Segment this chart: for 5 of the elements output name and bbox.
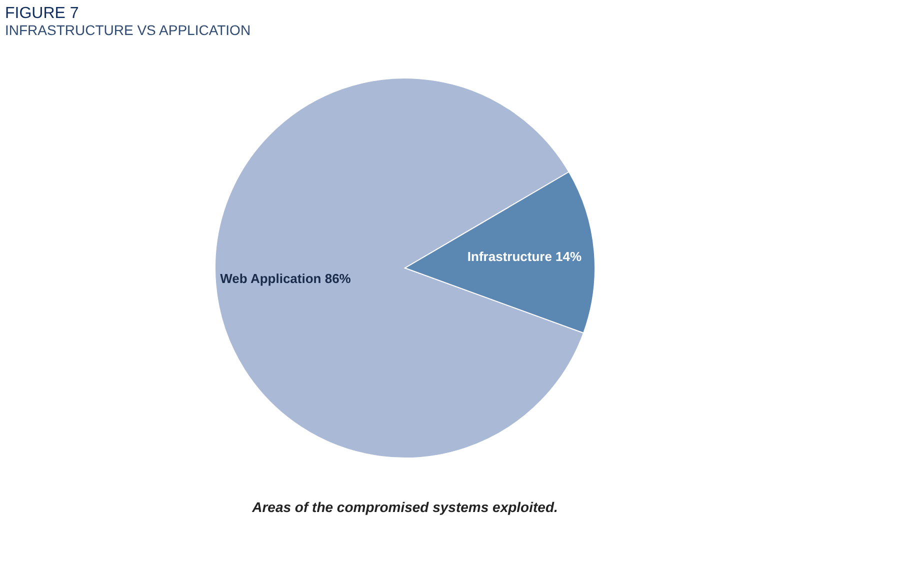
slice-label: Web Application 86% bbox=[220, 270, 352, 286]
text: Areas of the compromised systems exploited. bbox=[251, 499, 558, 515]
chart-subtitle: INFRASTRUCTURE VS APPLICATION bbox=[5, 22, 251, 38]
slice-label: Infrastructure 14% bbox=[467, 249, 582, 264]
text: FIGURE 7 bbox=[5, 5, 79, 22]
